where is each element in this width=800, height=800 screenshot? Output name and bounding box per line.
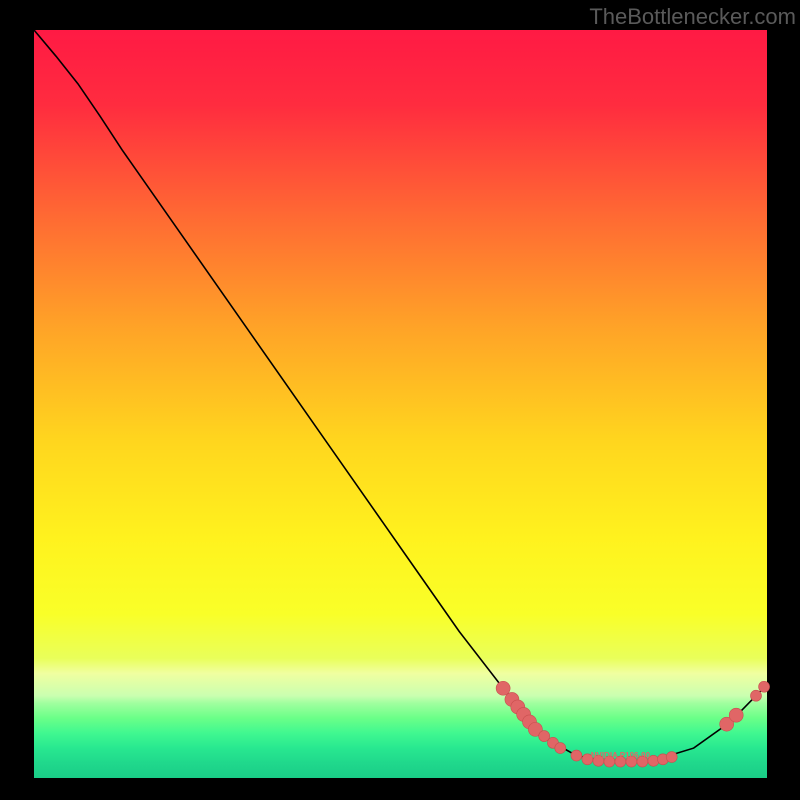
data-marker	[751, 690, 762, 701]
data-marker	[496, 681, 510, 695]
data-marker	[729, 708, 743, 722]
series-label: NVIDIA P106-90	[591, 751, 651, 760]
bottleneck-chart: NVIDIA P106-90	[0, 0, 800, 800]
chart-container: TheBottlenecker.com NVIDIA P106-90	[0, 0, 800, 800]
data-marker	[571, 750, 582, 761]
plot-background	[34, 30, 767, 778]
data-marker	[759, 681, 770, 692]
data-marker	[666, 752, 677, 763]
data-marker	[555, 743, 566, 754]
watermark-text: TheBottlenecker.com	[589, 4, 796, 30]
